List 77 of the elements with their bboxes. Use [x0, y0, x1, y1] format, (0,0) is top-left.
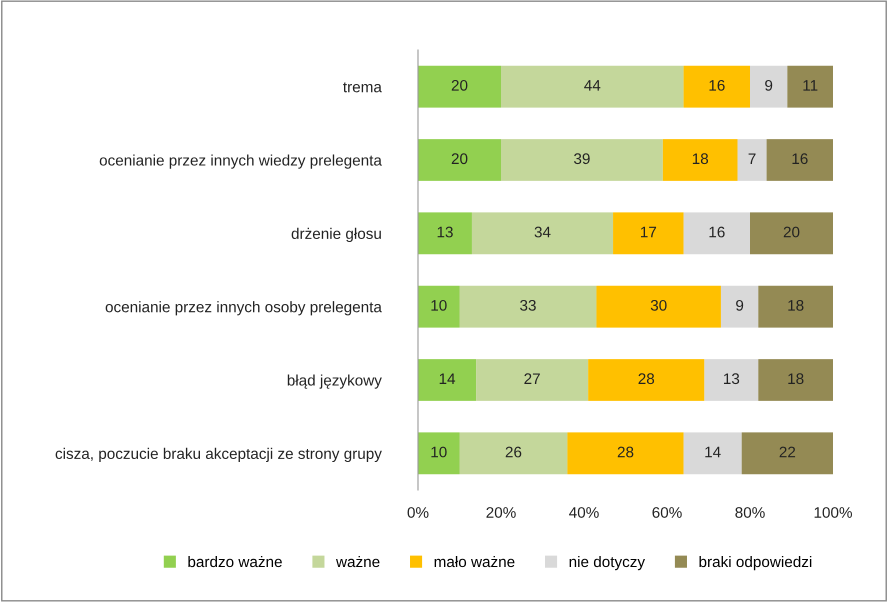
bar: [588, 359, 704, 401]
data-label: 14: [440, 373, 456, 384]
data-label: 13: [724, 373, 740, 384]
x-tick-label: 100%: [814, 507, 852, 518]
x-tick-label: 60%: [652, 507, 682, 518]
y-tick-label: cisza, poczucie braku akceptacji ze strony grupy: [56, 448, 382, 462]
data-label: 30: [650, 300, 667, 311]
bar: [596, 286, 721, 328]
data-label: 26: [506, 446, 522, 458]
y-tick-label: drżenie głosu: [292, 228, 381, 242]
bar: [472, 212, 614, 254]
data-label: 28: [638, 373, 654, 384]
y-tick-label: błąd językowy: [288, 374, 382, 389]
y-tick-label: trema: [343, 82, 382, 92]
data-label: 33: [520, 300, 536, 311]
data-label: 17: [640, 226, 656, 238]
legend-label: ważne: [336, 556, 380, 568]
data-label: 10: [431, 446, 447, 458]
bar: [704, 359, 758, 401]
bar: [501, 139, 663, 181]
bar: [750, 66, 788, 108]
data-label: 16: [709, 80, 725, 91]
bar: [750, 212, 833, 254]
data-label: 18: [788, 373, 804, 384]
data-label: 9: [736, 300, 744, 311]
data-label: 14: [705, 446, 721, 458]
data-label: 7: [748, 153, 756, 164]
data-label: 20: [784, 226, 800, 238]
legend-label: bardzo ważne: [188, 556, 282, 568]
data-label: 39: [574, 153, 590, 164]
bar: [567, 432, 684, 474]
bar: [418, 139, 501, 181]
bar: [684, 432, 742, 474]
data-label: 44: [584, 80, 600, 91]
x-tick-label: 20%: [486, 507, 516, 518]
legend-label: mało ważne: [434, 556, 514, 568]
legend-label: nie dotyczy: [570, 556, 646, 570]
bar: [460, 286, 596, 328]
data-label: 13: [438, 226, 453, 238]
data-label: 20: [452, 80, 468, 91]
data-label: 16: [792, 153, 808, 164]
data-label: 34: [534, 226, 551, 238]
bar: [766, 139, 833, 181]
legend-label: braki odpowiedzi: [700, 556, 812, 570]
bar: [501, 66, 684, 108]
data-label: 11: [803, 80, 818, 91]
data-label: 22: [780, 446, 796, 458]
x-tick-label: 80%: [735, 507, 765, 518]
data-label: 28: [618, 446, 634, 458]
bar: [787, 66, 833, 108]
x-tick-label: 40%: [569, 507, 599, 518]
bar: [613, 212, 684, 254]
data-label: 10: [431, 300, 447, 311]
bar: [460, 432, 568, 474]
data-label: 18: [692, 153, 708, 164]
bar: [738, 139, 767, 181]
bar: [418, 286, 460, 328]
y-tick-label: ocenianie przez innych osoby prelegenta: [106, 301, 382, 316]
data-label: 16: [709, 226, 725, 238]
bar: [418, 432, 460, 474]
x-tick-label: 0%: [408, 507, 428, 518]
bar: [684, 212, 750, 254]
data-label: 9: [765, 80, 772, 91]
bar: [662, 139, 738, 181]
bar: [476, 359, 588, 401]
bar: [684, 66, 750, 108]
bar: [758, 286, 833, 328]
data-label: 18: [788, 300, 804, 311]
bar: [758, 359, 833, 401]
bar: [418, 212, 472, 254]
bar: [742, 432, 833, 474]
bar: [418, 359, 476, 401]
bar: [418, 66, 501, 108]
y-tick-label: ocenianie przez innych wiedzy prelegenta: [100, 154, 382, 169]
bar: [720, 286, 758, 328]
data-label: 20: [452, 153, 468, 164]
data-label: 27: [524, 373, 540, 384]
